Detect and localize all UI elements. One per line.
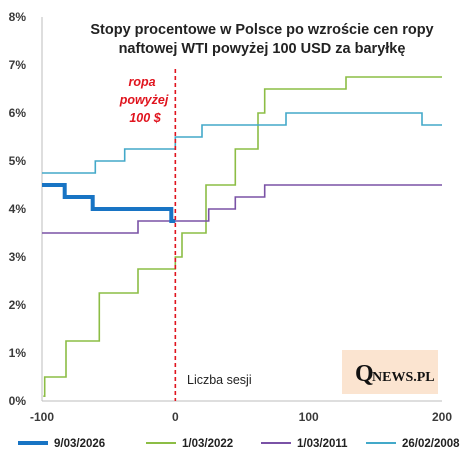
x-tick-label: 0 <box>172 410 179 424</box>
chart-title-line-1: Stopy procentowe w Polsce po wzroście ce… <box>90 22 433 38</box>
y-tick-label: 7% <box>9 58 27 72</box>
legend-label: 26/02/2008 <box>402 438 460 450</box>
logo-letter-q: Q <box>355 361 374 387</box>
vline-annotation: ropa powyżej 100 $ <box>119 75 169 125</box>
series-line <box>42 184 442 234</box>
x-tick-labels: -100 0 100 200 <box>30 410 452 424</box>
logo-text: NEWS.PL <box>372 370 435 385</box>
y-tick-label: 3% <box>9 250 27 264</box>
vline-annotation-line-1: ropa <box>128 75 155 89</box>
x-tick-label: -100 <box>30 410 54 424</box>
chart-title-line-2: naftowej WTI powyżej 100 USD za baryłkę <box>119 41 406 57</box>
legend-label: 1/03/2022 <box>182 438 233 450</box>
x-axis-label: Liczba sesji <box>187 373 252 387</box>
vline-annotation-line-2: powyżej <box>119 93 169 107</box>
qnews-logo: Q NEWS.PL <box>342 350 438 394</box>
y-tick-label: 5% <box>9 154 27 168</box>
series-lines <box>42 76 442 398</box>
legend-label: 9/03/2026 <box>54 438 105 450</box>
y-tick-label: 8% <box>9 10 27 24</box>
x-tick-label: 200 <box>432 410 452 424</box>
y-tick-label: 1% <box>9 346 27 360</box>
vline-annotation-line-3: 100 $ <box>129 111 161 125</box>
chart-title: Stopy procentowe w Polsce po wzroście ce… <box>90 22 433 57</box>
y-tick-label: 4% <box>9 202 27 216</box>
series-line <box>43 76 442 398</box>
legend-label: 1/03/2011 <box>297 438 348 450</box>
y-tick-label: 2% <box>9 298 27 312</box>
series-line <box>42 183 176 223</box>
y-tick-labels: 0% 1% 2% 3% 4% 5% 6% 7% 8% <box>9 10 27 408</box>
x-tick-label: 100 <box>299 410 319 424</box>
series-line <box>42 112 442 174</box>
logo-background <box>342 350 438 394</box>
y-tick-label: 0% <box>9 394 27 408</box>
y-tick-label: 6% <box>9 106 27 120</box>
axes <box>41 17 442 402</box>
legend: 9/03/2026 1/03/2022 1/03/2011 26/02/2008 <box>18 438 460 450</box>
